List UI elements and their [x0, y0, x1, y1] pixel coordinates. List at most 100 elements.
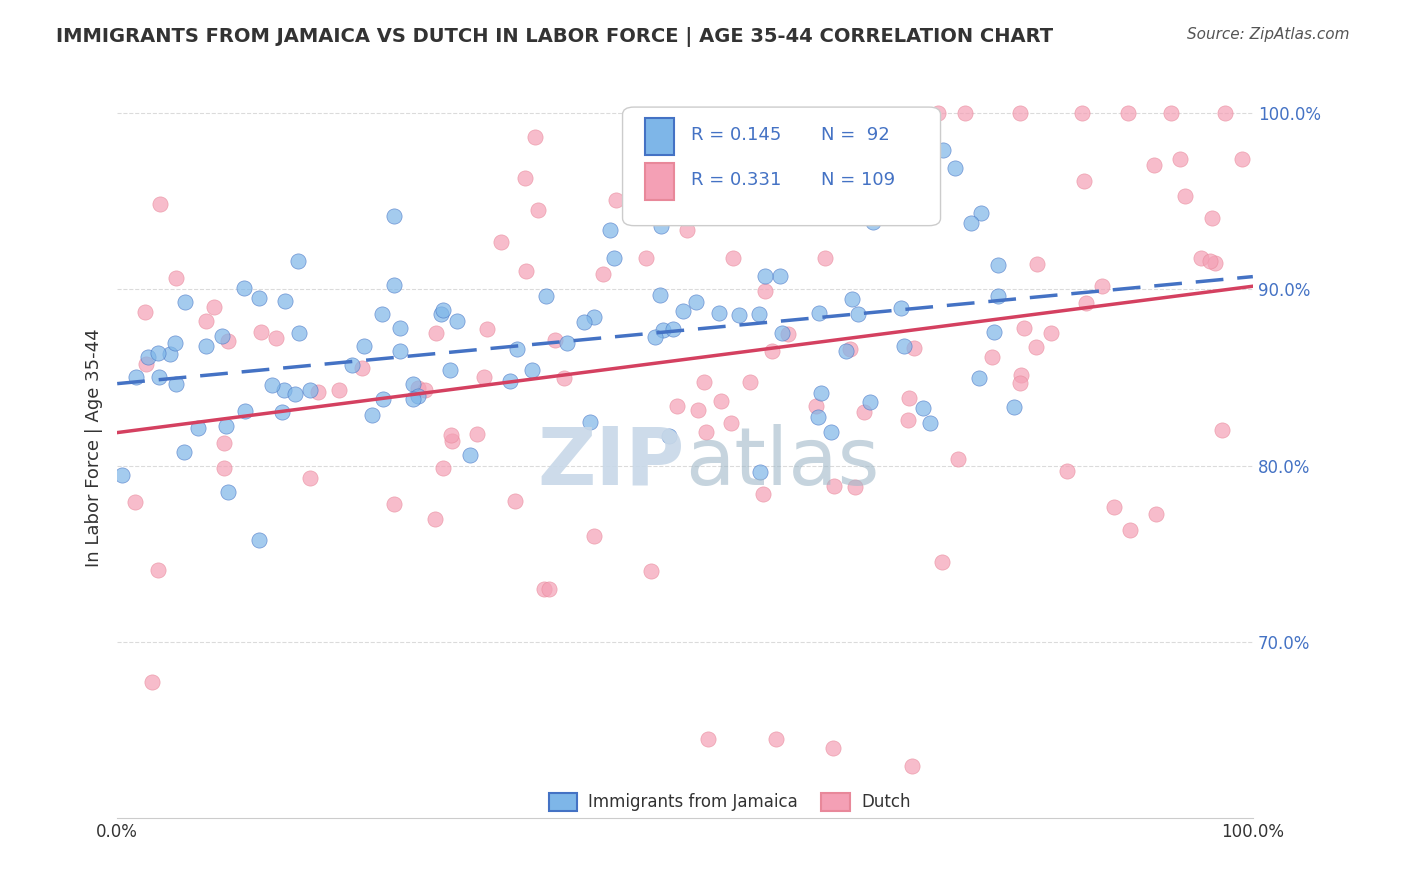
Point	[749, 465, 772, 479]
Point	[841, 292, 863, 306]
Point	[361, 408, 384, 422]
Point	[574, 315, 596, 329]
Point	[1010, 368, 1032, 382]
Point	[853, 405, 876, 419]
Point	[498, 374, 520, 388]
Point	[299, 383, 322, 397]
Point	[1199, 254, 1222, 268]
Point	[1012, 321, 1035, 335]
Point	[810, 386, 832, 401]
Point	[983, 326, 1005, 340]
FancyBboxPatch shape	[821, 792, 849, 811]
Point	[1204, 255, 1226, 269]
Point	[903, 341, 925, 355]
Point	[148, 346, 170, 360]
Point	[896, 412, 918, 426]
Point	[582, 310, 605, 324]
Point	[644, 329, 666, 343]
Point	[1189, 251, 1212, 265]
Point	[146, 563, 169, 577]
Point	[970, 206, 993, 220]
Point	[658, 429, 681, 443]
Point	[284, 386, 307, 401]
Point	[807, 409, 830, 424]
FancyBboxPatch shape	[645, 119, 673, 155]
Point	[212, 435, 235, 450]
Point	[948, 451, 970, 466]
Point	[1074, 296, 1097, 310]
Point	[515, 263, 537, 277]
Point	[835, 343, 858, 358]
Point	[273, 383, 295, 397]
Point	[1002, 400, 1025, 414]
Point	[844, 211, 866, 225]
Point	[1010, 376, 1032, 391]
Point	[165, 270, 187, 285]
Point	[271, 404, 294, 418]
Point	[165, 376, 187, 391]
Point	[250, 325, 273, 339]
Point	[1143, 158, 1166, 172]
Point	[526, 203, 548, 218]
Point	[274, 294, 297, 309]
Point	[592, 267, 614, 281]
Point	[901, 758, 924, 772]
Point	[821, 740, 844, 755]
Point	[475, 322, 498, 336]
Point	[1070, 105, 1092, 120]
Point	[465, 427, 488, 442]
Point	[652, 323, 675, 337]
Point	[111, 468, 134, 483]
Point	[603, 251, 626, 265]
Point	[353, 339, 375, 353]
Point	[371, 307, 394, 321]
Point	[1211, 423, 1233, 437]
Point	[583, 529, 606, 543]
Point	[1091, 279, 1114, 293]
Point	[388, 321, 411, 335]
Point	[195, 313, 218, 327]
Point	[287, 254, 309, 268]
Point	[770, 326, 793, 341]
Point	[967, 371, 990, 385]
Point	[692, 375, 714, 389]
Point	[287, 326, 309, 340]
Text: Source: ZipAtlas.com: Source: ZipAtlas.com	[1187, 27, 1350, 42]
Point	[931, 555, 953, 569]
Point	[738, 375, 761, 389]
Point	[640, 565, 662, 579]
Point	[839, 342, 862, 356]
Point	[328, 383, 350, 397]
FancyBboxPatch shape	[623, 107, 941, 226]
Point	[953, 105, 976, 120]
Point	[187, 421, 209, 435]
Point	[352, 361, 374, 376]
Point	[264, 330, 287, 344]
Point	[247, 533, 270, 548]
Point	[927, 105, 949, 120]
Point	[672, 304, 695, 318]
Text: ZIP: ZIP	[537, 424, 685, 502]
Point	[371, 392, 394, 407]
Point	[163, 336, 186, 351]
Text: N =  92: N = 92	[821, 127, 890, 145]
Point	[506, 342, 529, 356]
Point	[135, 357, 157, 371]
Point	[599, 222, 621, 236]
Point	[389, 344, 412, 359]
Point	[650, 288, 672, 302]
Point	[1040, 326, 1063, 340]
Point	[778, 326, 800, 341]
Point	[862, 215, 884, 229]
Point	[707, 305, 730, 319]
Point	[439, 362, 461, 376]
Point	[987, 288, 1010, 302]
Point	[765, 732, 787, 747]
Point	[401, 392, 423, 406]
Point	[676, 177, 699, 191]
Text: Immigrants from Jamaica: Immigrants from Jamaica	[589, 793, 799, 811]
Point	[1144, 507, 1167, 521]
Point	[382, 497, 405, 511]
Point	[823, 479, 845, 493]
Point	[553, 370, 575, 384]
